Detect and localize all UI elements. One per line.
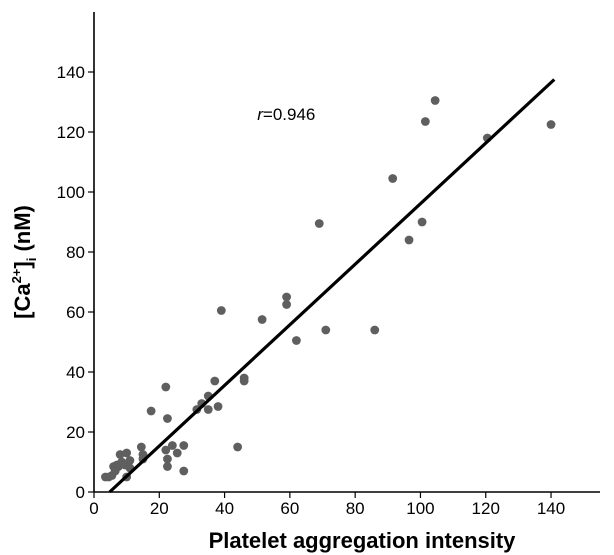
data-point xyxy=(179,466,189,476)
y-tick-label: 80 xyxy=(66,243,85,262)
data-points xyxy=(101,96,556,482)
data-point xyxy=(388,174,398,183)
data-point xyxy=(122,448,132,458)
x-tick-label: 0 xyxy=(89,499,98,518)
data-point xyxy=(161,445,171,455)
data-point xyxy=(179,441,189,450)
data-point xyxy=(146,406,156,416)
data-point xyxy=(314,219,324,228)
data-point xyxy=(417,217,427,227)
y-axis-title-sup: 2+ xyxy=(9,268,24,283)
y-axis-ticks: 0 20 40 60 80 100 120 140 xyxy=(57,63,94,502)
data-point xyxy=(163,454,172,464)
correlation-symbol: r xyxy=(257,105,264,124)
data-point xyxy=(203,405,213,414)
data-point xyxy=(321,325,331,335)
x-tick-label: 140 xyxy=(537,499,565,518)
data-point xyxy=(172,448,182,458)
data-point xyxy=(257,315,267,324)
y-tick-label: 40 xyxy=(66,363,85,382)
x-tick-label: 20 xyxy=(150,499,169,518)
x-tick-label: 40 xyxy=(215,499,234,518)
y-tick-label: 0 xyxy=(76,483,85,502)
y-tick-label: 60 xyxy=(66,303,85,322)
data-point xyxy=(430,96,440,105)
data-point xyxy=(161,382,171,392)
data-point xyxy=(546,120,556,129)
data-point xyxy=(233,442,243,452)
data-point xyxy=(239,376,249,386)
y-tick-label: 20 xyxy=(66,423,85,442)
data-point xyxy=(210,376,220,386)
x-axis-title: Platelet aggregation intensity xyxy=(209,528,517,553)
y-axis-title-open: [Ca xyxy=(10,283,35,319)
data-point xyxy=(282,292,292,302)
correlation-value: =0.946 xyxy=(263,105,315,124)
y-axis-title-unit: (nM) xyxy=(10,205,35,258)
data-point xyxy=(420,117,430,126)
correlation-annotation: r=0.946 xyxy=(257,105,315,124)
y-tick-label: 100 xyxy=(57,183,85,202)
x-tick-label: 100 xyxy=(406,499,434,518)
data-point xyxy=(163,462,172,471)
data-point xyxy=(292,336,301,345)
data-point xyxy=(216,306,226,315)
data-point xyxy=(282,300,292,309)
data-point xyxy=(125,456,135,465)
data-point xyxy=(136,442,146,452)
x-tick-label: 80 xyxy=(346,499,365,518)
y-axis-title-sub: i xyxy=(24,258,39,262)
data-point xyxy=(167,441,177,450)
data-point xyxy=(163,414,172,423)
regression-line xyxy=(108,78,556,494)
x-tick-label: 120 xyxy=(472,499,500,518)
y-axis-title: [Ca2+]i (nM) xyxy=(9,205,39,319)
x-axis-ticks: 0 20 40 60 80 100 120 140 xyxy=(89,492,565,518)
x-tick-label: 60 xyxy=(280,499,299,518)
y-tick-label: 140 xyxy=(57,63,85,82)
y-tick-label: 120 xyxy=(57,123,85,142)
data-point xyxy=(370,325,380,335)
data-point xyxy=(213,402,223,411)
y-axis-title-close: ] xyxy=(10,261,35,268)
data-point xyxy=(404,235,414,245)
